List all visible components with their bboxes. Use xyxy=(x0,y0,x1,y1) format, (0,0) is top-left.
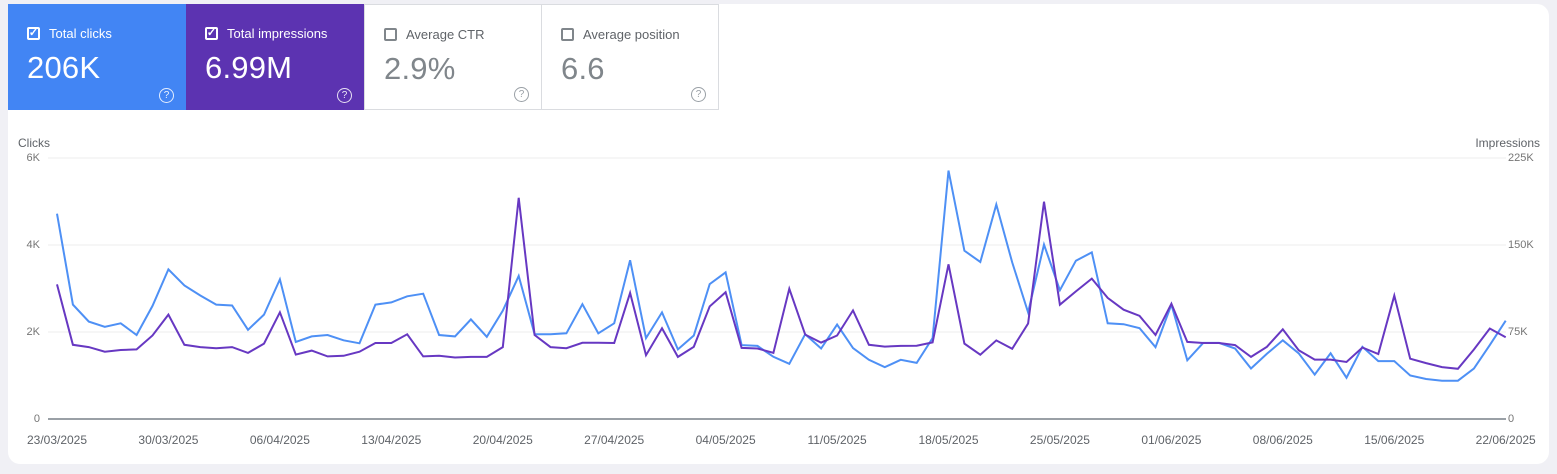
average-ctr-checkbox[interactable]: ✓ xyxy=(384,28,397,41)
x-axis-tick: 18/05/2025 xyxy=(918,433,979,447)
x-axis-tick: 15/06/2025 xyxy=(1364,433,1425,447)
total-impressions-checkbox[interactable]: ✓ xyxy=(205,27,218,40)
x-axis-tick: 13/04/2025 xyxy=(361,433,422,447)
x-axis-tick: 20/04/2025 xyxy=(472,433,533,447)
x-axis-tick: 25/05/2025 xyxy=(1029,433,1090,447)
question-circle-icon[interactable]: ? xyxy=(337,88,352,103)
left-axis-tick: 2K xyxy=(26,326,40,338)
right-axis-title: Impressions xyxy=(1475,136,1540,150)
metric-value: 206K xyxy=(27,50,101,85)
x-axis-tick: 22/06/2025 xyxy=(1475,433,1536,447)
x-axis-tick: 04/05/2025 xyxy=(695,433,756,447)
question-circle-icon[interactable]: ? xyxy=(159,88,174,103)
average-position-checkbox[interactable]: ✓ xyxy=(561,28,574,41)
metric-value: 2.9% xyxy=(384,51,456,86)
total-clicks-checkbox[interactable]: ✓ xyxy=(27,27,40,40)
metric-label: Average CTR xyxy=(406,27,485,42)
x-axis-tick: 06/04/2025 xyxy=(249,433,310,447)
metric-value: 6.6 xyxy=(561,51,605,86)
x-axis-tick: 23/03/2025 xyxy=(26,433,88,447)
metric-card-total-impressions[interactable]: ✓ Total impressions 6.99M ? xyxy=(186,4,364,110)
x-axis-tick: 01/06/2025 xyxy=(1141,433,1202,447)
x-axis-tick: 08/06/2025 xyxy=(1252,433,1313,447)
clicks-line[interactable] xyxy=(56,170,1507,382)
left-axis-tick: 4K xyxy=(26,239,40,251)
impressions-line[interactable] xyxy=(56,197,1507,370)
left-axis-title: Clicks xyxy=(18,136,50,150)
metric-value: 6.99M xyxy=(205,50,293,85)
right-axis-tick: 225K xyxy=(1508,152,1534,164)
metric-label: Total clicks xyxy=(49,26,112,41)
metric-card-average-ctr[interactable]: ✓ Average CTR 2.9% ? xyxy=(364,4,542,110)
left-axis-tick: 0 xyxy=(33,413,40,425)
question-circle-icon[interactable]: ? xyxy=(514,87,529,102)
metric-label: Average position xyxy=(583,27,680,42)
metric-label: Total impressions xyxy=(227,26,328,41)
x-axis-tick: 30/03/2025 xyxy=(138,433,199,447)
right-axis-tick: 0 xyxy=(1508,413,1515,425)
x-axis-tick: 11/05/2025 xyxy=(807,433,867,447)
right-axis-tick: 75K xyxy=(1508,326,1528,338)
question-circle-icon[interactable]: ? xyxy=(691,87,706,102)
x-axis-tick: 27/04/2025 xyxy=(584,433,645,447)
metric-card-total-clicks[interactable]: ✓ Total clicks 206K ? xyxy=(8,4,186,110)
metric-card-average-position[interactable]: ✓ Average position 6.6 ? xyxy=(541,4,719,110)
left-axis-tick: 6K xyxy=(26,152,40,164)
right-axis-tick: 150K xyxy=(1508,239,1534,251)
